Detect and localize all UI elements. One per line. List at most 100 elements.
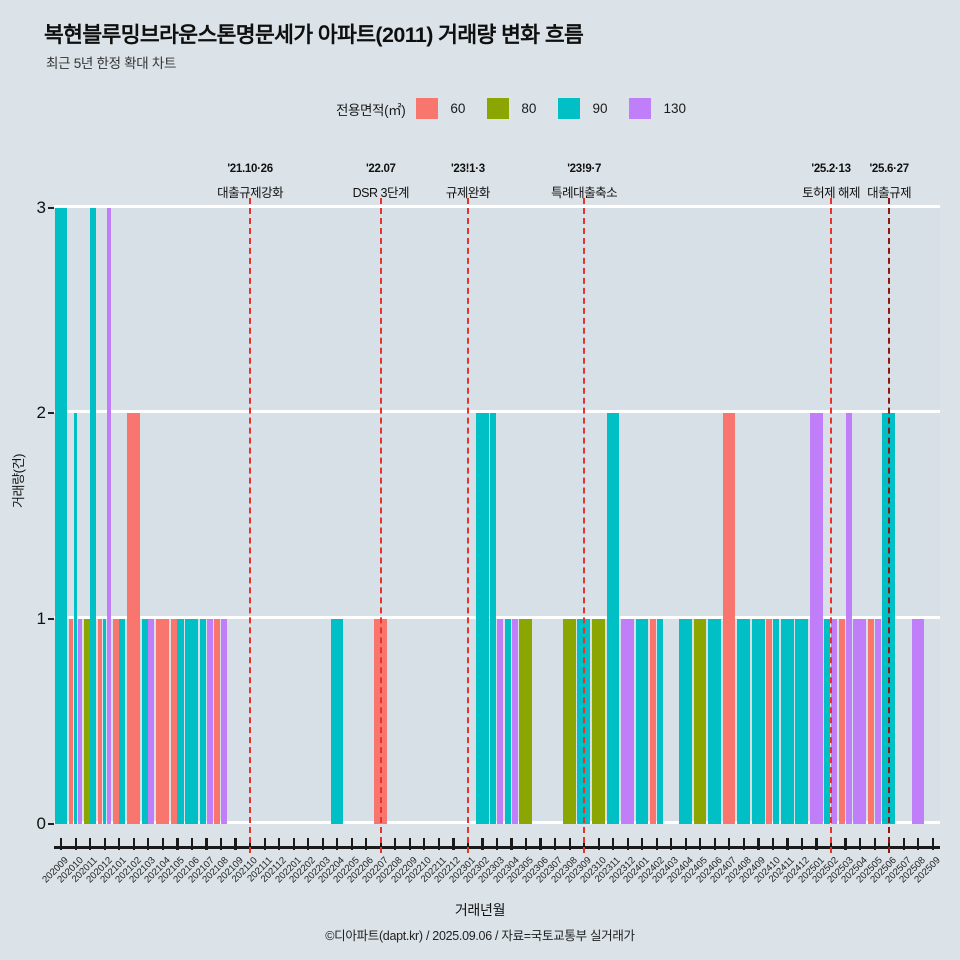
legend-item-60[interactable]: 60 xyxy=(416,98,487,119)
bar[interactable] xyxy=(766,618,773,824)
legend-swatch-icon xyxy=(416,98,439,119)
bar[interactable] xyxy=(772,618,780,824)
bar[interactable] xyxy=(199,618,206,824)
event-name-label: 규제완화 xyxy=(445,186,491,200)
x-tick-mark xyxy=(786,838,789,850)
bar[interactable] xyxy=(69,618,73,824)
bar[interactable] xyxy=(83,618,90,824)
bar[interactable] xyxy=(90,208,97,824)
bar[interactable] xyxy=(214,618,221,824)
bar[interactable] xyxy=(73,413,78,824)
bar[interactable] xyxy=(831,618,838,824)
bar[interactable] xyxy=(780,618,794,824)
bar[interactable] xyxy=(656,618,663,824)
x-tick-mark xyxy=(568,838,571,850)
legend-swatch-icon xyxy=(558,98,581,119)
x-tick-mark xyxy=(263,838,266,850)
bar[interactable] xyxy=(867,618,875,824)
x-tick-mark xyxy=(103,838,106,850)
bar[interactable] xyxy=(504,618,511,824)
bar[interactable] xyxy=(591,618,605,824)
bar[interactable] xyxy=(177,618,184,824)
bar[interactable] xyxy=(98,618,102,824)
legend-swatch-icon xyxy=(487,98,510,119)
x-tick-mark xyxy=(350,838,353,850)
bar[interactable] xyxy=(737,618,750,824)
x-tick-mark xyxy=(394,838,397,850)
y-tick-mark xyxy=(48,823,54,825)
legend-title: 전용면적(㎡) xyxy=(336,102,406,118)
y-tick-mark xyxy=(48,617,54,620)
x-tick-mark xyxy=(539,838,542,850)
bar[interactable] xyxy=(635,618,649,824)
x-tick-mark xyxy=(844,838,847,850)
x-tick-mark xyxy=(510,838,513,850)
bar[interactable] xyxy=(693,618,707,824)
bar[interactable] xyxy=(511,618,518,824)
bar[interactable] xyxy=(78,618,82,824)
gridline xyxy=(54,205,940,208)
event-name-label: 특례대출축소 xyxy=(551,186,618,200)
bar[interactable] xyxy=(722,413,736,824)
bar[interactable] xyxy=(795,618,809,824)
x-tick-mark xyxy=(176,838,179,850)
x-tick-mark xyxy=(742,838,745,850)
bar[interactable] xyxy=(845,413,852,824)
bar[interactable] xyxy=(708,618,721,824)
bar[interactable] xyxy=(606,413,620,824)
bar[interactable] xyxy=(148,618,155,824)
x-tick-mark xyxy=(147,838,150,850)
bar[interactable] xyxy=(119,618,126,824)
bar[interactable] xyxy=(874,618,881,824)
bar[interactable] xyxy=(185,618,199,824)
x-tick-mark xyxy=(815,838,818,850)
bar[interactable] xyxy=(221,618,228,824)
chart-title: 복현블루밍브라운스톤명문세가 아파트(2011) 거래량 변화 흐름 xyxy=(44,23,584,47)
legend-item-80[interactable]: 80 xyxy=(487,98,558,119)
bar[interactable] xyxy=(206,618,213,824)
bar[interactable] xyxy=(809,413,823,824)
bar[interactable] xyxy=(911,618,925,824)
bar[interactable] xyxy=(107,208,111,824)
y-tick-mark xyxy=(48,207,54,209)
bar[interactable] xyxy=(519,618,533,824)
bar[interactable] xyxy=(54,208,68,824)
event-name-label: 대출규제강화 xyxy=(217,186,284,200)
bar[interactable] xyxy=(650,618,657,824)
bar[interactable] xyxy=(102,618,107,824)
plot-area xyxy=(54,205,940,824)
x-tick-mark xyxy=(307,838,310,850)
bar[interactable] xyxy=(751,618,765,824)
legend-item-130[interactable]: 130 xyxy=(629,98,686,119)
x-tick-mark xyxy=(670,838,673,850)
event-line xyxy=(379,198,382,853)
bar[interactable] xyxy=(170,618,177,824)
x-tick-mark xyxy=(321,838,324,850)
bar[interactable] xyxy=(141,618,148,824)
bar[interactable] xyxy=(679,618,692,824)
x-tick-mark xyxy=(800,838,804,850)
legend-swatch-icon xyxy=(629,98,652,119)
bar[interactable] xyxy=(621,618,634,824)
bar[interactable] xyxy=(853,618,867,824)
bar[interactable] xyxy=(475,413,489,824)
event-line xyxy=(888,198,891,853)
bar[interactable] xyxy=(330,618,344,824)
bar[interactable] xyxy=(490,413,497,824)
y-tick-label: 3 xyxy=(36,198,46,217)
bar[interactable] xyxy=(824,618,831,824)
bar[interactable] xyxy=(838,618,845,824)
event-line xyxy=(466,198,469,853)
event-name-label: DSR 3단계 xyxy=(352,186,410,200)
x-tick-mark xyxy=(74,838,77,850)
legend-item-90[interactable]: 90 xyxy=(558,98,629,119)
x-tick-mark xyxy=(553,838,557,850)
gridline xyxy=(54,615,940,619)
bar[interactable] xyxy=(562,618,576,824)
bar[interactable] xyxy=(497,618,504,824)
bar[interactable] xyxy=(127,413,140,824)
bar[interactable] xyxy=(156,618,169,824)
bar[interactable] xyxy=(112,618,119,824)
x-tick-mark xyxy=(902,838,905,850)
legend-label: 60 xyxy=(450,101,466,116)
